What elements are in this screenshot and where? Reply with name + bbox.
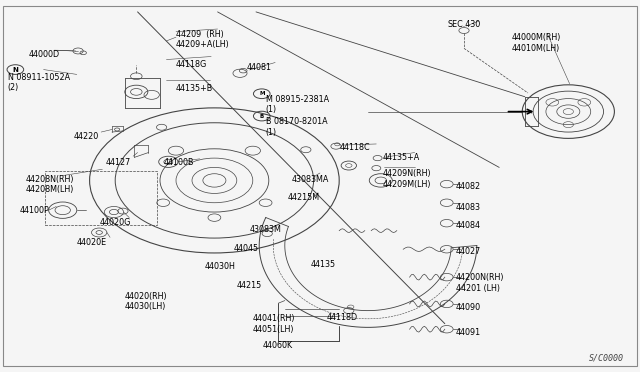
Text: 44118C: 44118C bbox=[339, 143, 370, 152]
Text: B 08170-8201A
(1): B 08170-8201A (1) bbox=[266, 117, 327, 137]
Text: 44100P: 44100P bbox=[19, 206, 49, 215]
Text: 44127: 44127 bbox=[106, 158, 131, 167]
Text: 44135+A: 44135+A bbox=[383, 153, 420, 161]
Text: 44060K: 44060K bbox=[262, 341, 292, 350]
Text: 44209  (RH)
44209+A(LH): 44209 (RH) 44209+A(LH) bbox=[176, 30, 230, 49]
Text: 44020(RH)
44030(LH): 44020(RH) 44030(LH) bbox=[125, 292, 168, 311]
Text: 44020G: 44020G bbox=[99, 218, 131, 227]
Text: 44081: 44081 bbox=[246, 63, 271, 72]
Text: 44215M: 44215M bbox=[288, 193, 320, 202]
Text: 44041(RH)
44051(LH): 44041(RH) 44051(LH) bbox=[253, 314, 295, 334]
Text: M 08915-2381A
(1): M 08915-2381A (1) bbox=[266, 95, 329, 114]
Text: M: M bbox=[259, 91, 264, 96]
Text: 44027: 44027 bbox=[456, 247, 481, 256]
Text: N: N bbox=[12, 67, 19, 73]
Text: 43083MA: 43083MA bbox=[291, 175, 328, 184]
Text: SEC.430: SEC.430 bbox=[448, 20, 481, 29]
Text: 44208N(RH)
44208M(LH): 44208N(RH) 44208M(LH) bbox=[26, 175, 74, 194]
Text: 44118D: 44118D bbox=[326, 313, 358, 322]
Text: 44200N(RH)
44201 (LH): 44200N(RH) 44201 (LH) bbox=[456, 273, 504, 293]
Text: 44091: 44091 bbox=[456, 328, 481, 337]
Text: 44084: 44084 bbox=[456, 221, 481, 230]
Text: 44118G: 44118G bbox=[176, 60, 207, 68]
Text: 44000M(RH)
44010M(LH): 44000M(RH) 44010M(LH) bbox=[512, 33, 561, 53]
Text: 44082: 44082 bbox=[456, 182, 481, 191]
Text: 43083M: 43083M bbox=[250, 225, 282, 234]
Text: S/C0000: S/C0000 bbox=[589, 354, 624, 363]
Text: 44215: 44215 bbox=[237, 281, 262, 290]
Bar bbox=[45, 171, 157, 225]
Text: 44030H: 44030H bbox=[205, 262, 236, 271]
Text: 44100B: 44100B bbox=[163, 158, 194, 167]
Text: N 08911-1052A
(2): N 08911-1052A (2) bbox=[8, 73, 70, 92]
Text: 44220: 44220 bbox=[74, 132, 99, 141]
Text: 44000D: 44000D bbox=[29, 50, 60, 59]
Text: 44083: 44083 bbox=[456, 203, 481, 212]
Text: 44090: 44090 bbox=[456, 303, 481, 312]
Text: 44135: 44135 bbox=[310, 260, 335, 269]
Text: B: B bbox=[260, 113, 264, 119]
Text: 44209N(RH)
44209M(LH): 44209N(RH) 44209M(LH) bbox=[383, 169, 431, 189]
Text: 44135+B: 44135+B bbox=[176, 84, 213, 93]
Text: 44020E: 44020E bbox=[77, 238, 107, 247]
Text: 44045: 44045 bbox=[234, 244, 259, 253]
